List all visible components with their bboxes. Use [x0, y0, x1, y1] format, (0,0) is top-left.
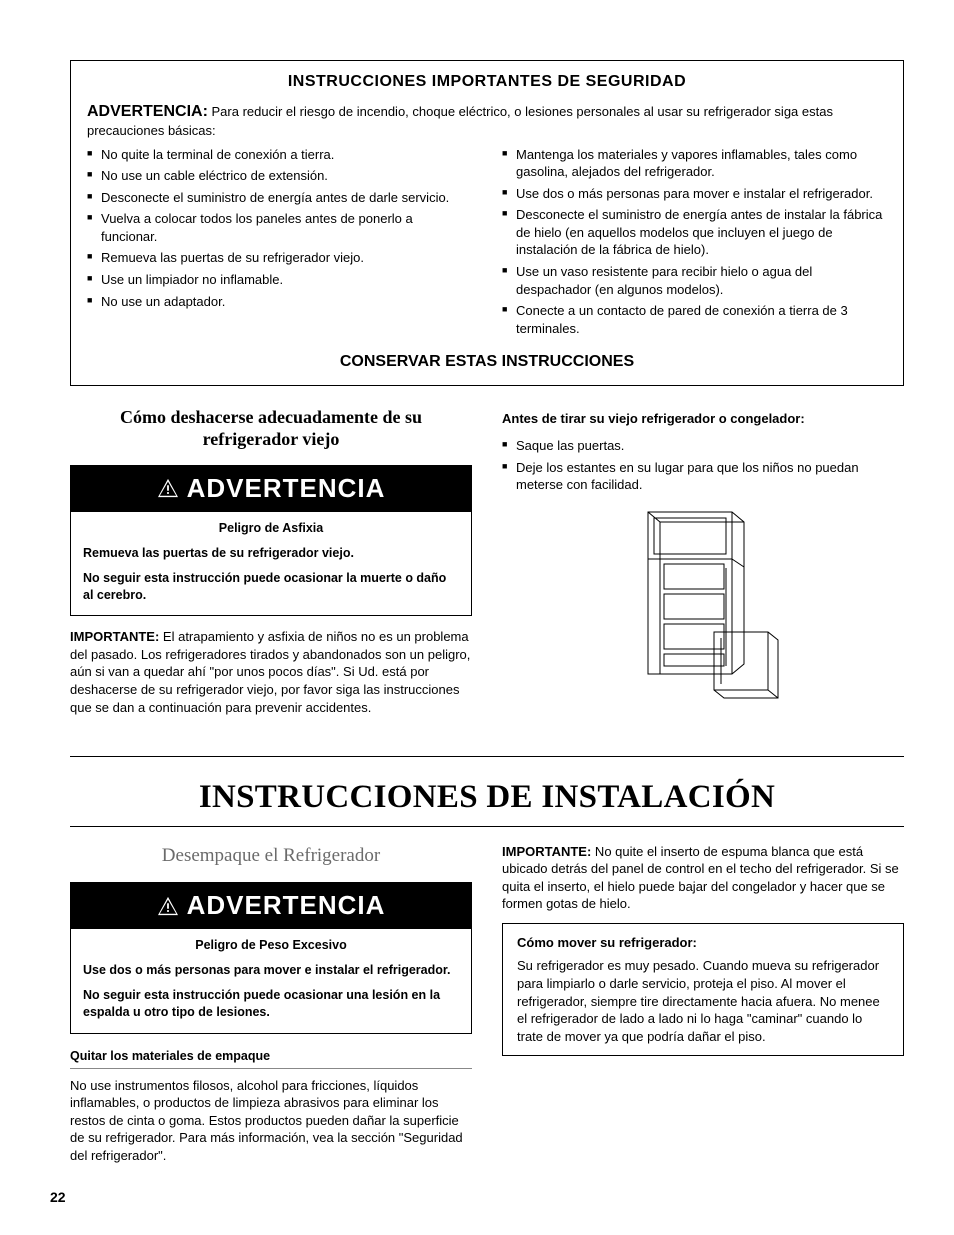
moving-title: Cómo mover su refrigerador: — [517, 934, 889, 952]
unpack-heading: Desempaque el Refrigerador — [70, 843, 472, 869]
moving-text: Su refrigerador es muy pesado. Cuando mu… — [517, 957, 889, 1045]
important-paragraph: IMPORTANTE: El atrapamiento y asfixia de… — [70, 628, 472, 716]
warning-consequence: No seguir esta instrucción puede ocasion… — [83, 987, 459, 1021]
advertencia-band: ADVERTENCIA — [71, 466, 471, 512]
section-divider — [70, 756, 904, 757]
before-disposing-title: Antes de tirar su viejo refrigerador o c… — [502, 410, 904, 428]
warning-instruction: Remueva las puertas de su refrigerador v… — [83, 545, 459, 562]
safety-list-right: Mantenga los materiales y vapores inflam… — [502, 146, 887, 337]
weight-warning-box: ADVERTENCIA Peligro de Peso Excesivo Use… — [70, 882, 472, 1034]
hazard-type: Peligro de Peso Excesivo — [83, 937, 459, 954]
remove-packaging-text: No use instrumentos filosos, alcohol par… — [70, 1077, 472, 1165]
refrigerator-diagram — [618, 504, 788, 704]
list-item: No quite la terminal de conexión a tierr… — [87, 146, 472, 164]
list-item: Remueva las puertas de su refrigerador v… — [87, 249, 472, 267]
moving-info-box: Cómo mover su refrigerador: Su refrigera… — [502, 923, 904, 1056]
list-item: No use un cable eléctrico de extensión. — [87, 167, 472, 185]
warning-icon — [157, 478, 179, 498]
list-item: No use un adaptador. — [87, 293, 472, 311]
list-item: Conecte a un contacto de pared de conexi… — [502, 302, 887, 337]
advertencia-label: ADVERTENCIA — [187, 888, 386, 923]
warning-instruction: Use dos o más personas para mover e inst… — [83, 962, 459, 979]
list-item: Use un vaso resistente para recibir hiel… — [502, 263, 887, 298]
list-item: Desconecte el suministro de energía ante… — [87, 189, 472, 207]
advertencia-label: ADVERTENCIA — [187, 471, 386, 506]
list-item: Vuelva a colocar todos los paneles antes… — [87, 210, 472, 245]
list-item: Use dos o más personas para mover e inst… — [502, 185, 887, 203]
conserve-heading: CONSERVAR ESTAS INSTRUCCIONES — [87, 351, 887, 373]
list-item: Deje los estantes en su lugar para que l… — [502, 459, 904, 494]
safety-list-left: No quite la terminal de conexión a tierr… — [87, 146, 472, 310]
important-label: IMPORTANTE: — [70, 629, 159, 644]
safety-warning-line: ADVERTENCIA: Para reducir el riesgo de i… — [87, 101, 887, 140]
disposal-heading: Cómo deshacerse adecuadamente de su refr… — [70, 406, 472, 451]
warning-icon — [157, 896, 179, 916]
list-item: Saque las puertas. — [502, 437, 904, 455]
warning-consequence: No seguir esta instrucción puede ocasion… — [83, 570, 459, 604]
list-item: Desconecte el suministro de energía ante… — [502, 206, 887, 259]
important-label: IMPORTANTE: — [502, 844, 591, 859]
advertencia-band: ADVERTENCIA — [71, 883, 471, 929]
safety-title: INSTRUCCIONES IMPORTANTES DE SEGURIDAD — [87, 71, 887, 93]
installation-title: INSTRUCCIONES DE INSTALACIÓN — [70, 775, 904, 820]
page-number: 22 — [50, 1188, 66, 1207]
install-important-paragraph: IMPORTANTE: No quite el inserto de espum… — [502, 843, 904, 913]
remove-packaging-heading: Quitar los materiales de empaque — [70, 1048, 472, 1069]
thin-divider — [70, 826, 904, 827]
hazard-type: Peligro de Asfixia — [83, 520, 459, 537]
suffocation-warning-box: ADVERTENCIA Peligro de Asfixia Remueva l… — [70, 465, 472, 617]
safety-instructions-box: INSTRUCCIONES IMPORTANTES DE SEGURIDAD A… — [70, 60, 904, 386]
warning-label: ADVERTENCIA: — [87, 103, 208, 120]
list-item: Mantenga los materiales y vapores inflam… — [502, 146, 887, 181]
list-item: Use un limpiador no inflamable. — [87, 271, 472, 289]
before-disposing-list: Saque las puertas. Deje los estantes en … — [502, 437, 904, 494]
